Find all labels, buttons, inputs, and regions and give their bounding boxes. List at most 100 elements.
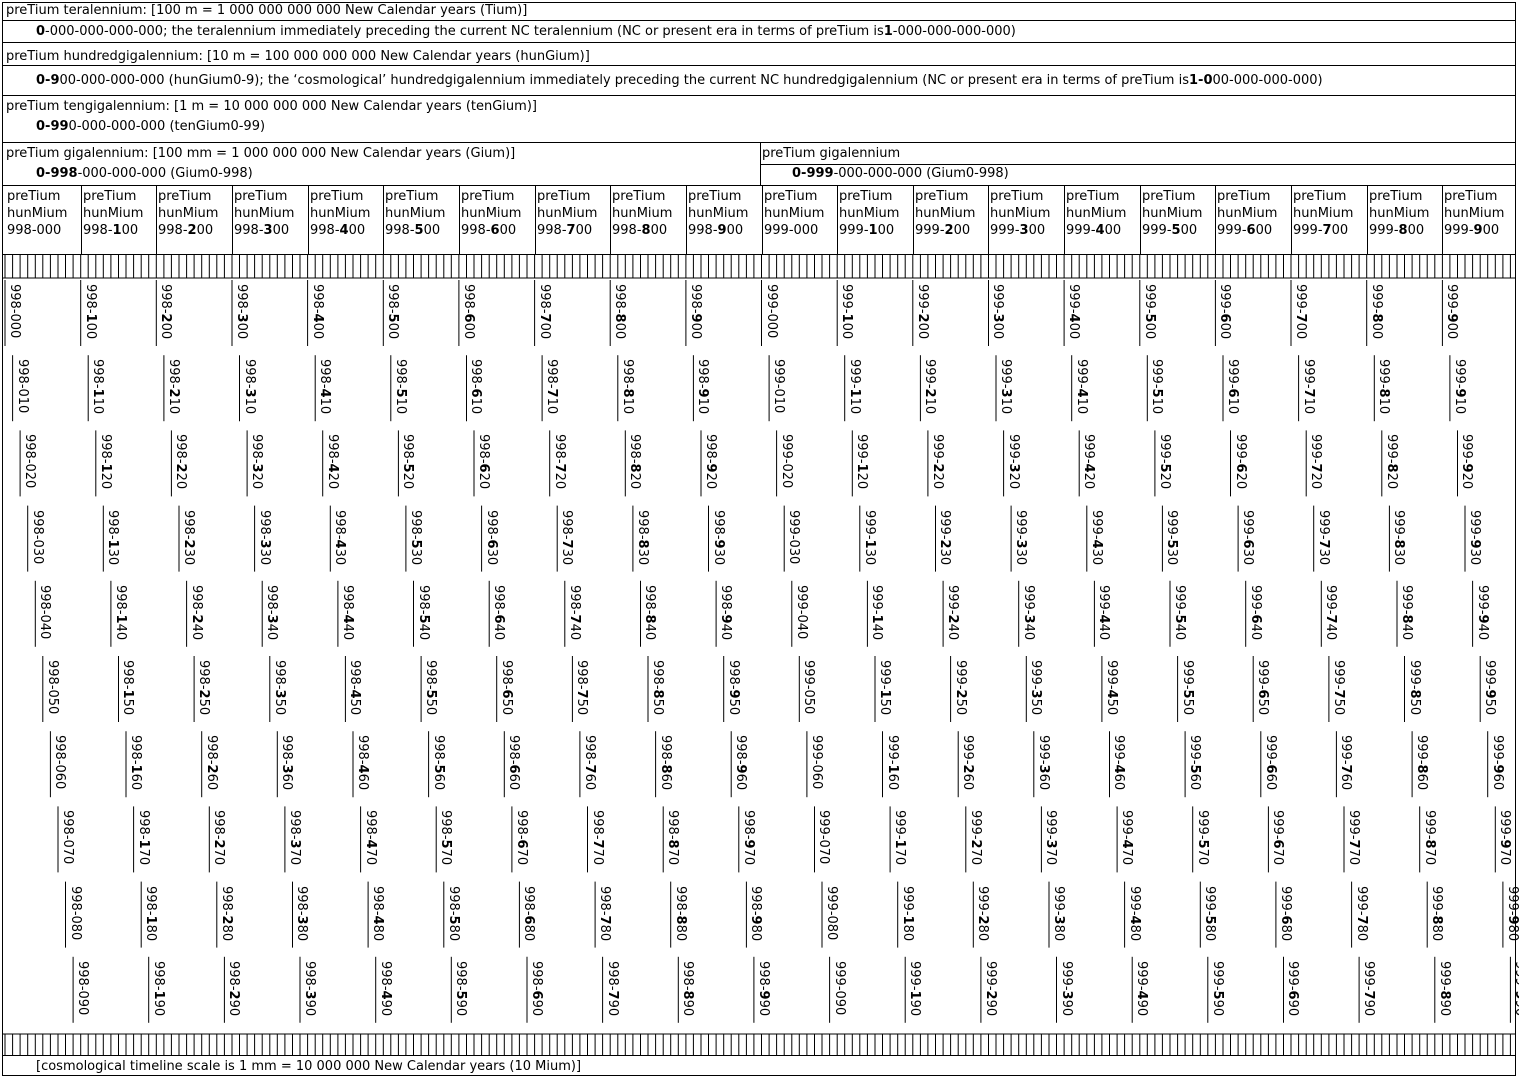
hunmium-line1: preTium <box>1369 189 1423 204</box>
decade-label: 999-460 <box>1111 735 1127 791</box>
gigalennium-right-line: 0-999-000-000-000 (Gium0-998) <box>792 165 1009 183</box>
decade-label: 999-820 <box>1383 434 1399 490</box>
hunmium-code: 998-700 <box>537 223 593 238</box>
gigalennium-divider <box>760 142 761 185</box>
decade-label: 998-080 <box>67 885 83 940</box>
decade-label: 998-510 <box>392 359 408 415</box>
decade-label: 998-460 <box>354 735 370 791</box>
decade-label: 999-540 <box>1172 584 1187 640</box>
decade-label: 999-970 <box>1497 810 1513 866</box>
decade-label: 999-530 <box>1164 509 1180 565</box>
decade-label: 999-680 <box>1277 885 1293 941</box>
decade-label: 998-820 <box>627 434 643 490</box>
hunmium-line2: hunMium <box>461 206 522 221</box>
decade-label: 998-900 <box>687 284 703 340</box>
decade-label: 999-660 <box>1262 735 1278 791</box>
decade-label: 999-290 <box>982 960 998 1016</box>
divider <box>2 185 1516 186</box>
decade-label: 998-040 <box>37 584 53 640</box>
decade-label: 998-290 <box>226 960 242 1016</box>
column-divider <box>1367 186 1368 254</box>
column-divider <box>535 186 536 254</box>
decade-label: 998-570 <box>438 810 454 866</box>
decade-label: 998-270 <box>211 810 227 866</box>
decade-label: 998-500 <box>385 284 401 340</box>
decade-label: 998-700 <box>536 284 552 340</box>
decade-label: 998-390 <box>302 960 318 1016</box>
decade-label: 998-200 <box>158 284 174 340</box>
decade-label: 999-520 <box>1156 434 1172 490</box>
decade-label: 999-260 <box>960 735 976 791</box>
hunmium-line1: preTium <box>385 189 439 204</box>
column-divider <box>1064 186 1065 254</box>
decade-label: 999-920 <box>1459 434 1475 490</box>
decade-label: 999-640 <box>1247 584 1263 640</box>
column-divider <box>988 186 989 254</box>
hunmium-line2: hunMium <box>1444 206 1505 221</box>
decade-label: 998-370 <box>286 810 302 866</box>
teralennium-line-text: -000-000-000-000; the teralennium immedi… <box>45 24 884 39</box>
hunmium-line2: hunMium <box>1142 206 1203 221</box>
divider <box>2 95 1516 96</box>
decade-label: 998-120 <box>97 434 113 490</box>
decade-label: 998-050 <box>44 660 60 715</box>
hunmium-line1: preTium <box>688 189 742 204</box>
decade-label: 999-080 <box>824 885 840 940</box>
hunmium-code: 999-600 <box>1217 223 1273 238</box>
decade-label: 998-420 <box>324 434 340 490</box>
decade-label: 999-340 <box>1020 584 1036 640</box>
decade-label: 999-650 <box>1255 660 1271 716</box>
hundredgigalennium-line: 0-900-000-000-000 (hunGium0-9); the ‘cos… <box>36 72 1323 90</box>
decade-label: 999-070 <box>816 810 832 865</box>
column-divider <box>232 186 233 254</box>
decade-label: 998-590 <box>453 960 469 1016</box>
hundredgigalennium-line-tail: 00-000-000-000) <box>1212 73 1323 88</box>
decade-label: 998-310 <box>241 359 257 415</box>
decade-label: 999-860 <box>1414 735 1430 791</box>
decade-label: 998-810 <box>619 359 635 415</box>
decade-label: 998-070 <box>59 810 75 865</box>
hundredgigalennium-bold-2: 1-0 <box>1189 73 1213 88</box>
decade-label: 999-060 <box>808 735 824 790</box>
teralennium-line: 0-000-000-000-000; the teralennium immed… <box>36 23 1016 41</box>
decade-label: 999-140 <box>869 584 885 640</box>
decade-label: 999-100 <box>839 284 855 340</box>
decade-label: 998-190 <box>150 960 166 1016</box>
hunmium-line2: hunMium <box>1066 206 1127 221</box>
hunmium-code: 998-100 <box>83 223 139 238</box>
decade-label: 998-090 <box>75 960 91 1016</box>
hunmium-code: 999-900 <box>1444 223 1500 238</box>
hunmium-line2: hunMium <box>1217 206 1278 221</box>
decade-label: 998-330 <box>256 509 272 565</box>
decade-label: 998-140 <box>112 584 128 640</box>
hunmium-cell: preTium hunMium 998-300 <box>234 188 307 239</box>
hunmium-cell: preTium hunMium 998-400 <box>310 188 383 239</box>
decade-label: 998-320 <box>249 434 265 490</box>
decade-label: 998-630 <box>483 509 499 565</box>
divider <box>2 254 1516 255</box>
decade-label: 999-010 <box>771 359 787 414</box>
decade-label: 999-630 <box>1240 509 1256 565</box>
decade-label: 999-470 <box>1119 810 1135 866</box>
decade-label: 999-310 <box>998 359 1013 415</box>
decade-label: 998-730 <box>559 509 575 565</box>
hunmium-line2: hunMium <box>915 206 976 221</box>
decade-label: 999-550 <box>1179 660 1195 716</box>
decade-label: 999-720 <box>1308 434 1324 490</box>
hunmium-cell: preTium hunMium 999-200 <box>915 188 988 239</box>
tengigalennium-line: 0-990-000-000-000 (tenGium0-99) <box>36 118 265 136</box>
column-divider <box>308 186 309 254</box>
decade-label: 999-700 <box>1293 284 1309 340</box>
decade-label: 998-940 <box>718 584 734 640</box>
decade-label: 998-410 <box>317 359 333 415</box>
decade-label: 998-210 <box>165 359 181 415</box>
decade-label: 999-830 <box>1391 509 1407 565</box>
decade-label: 998-340 <box>264 584 280 640</box>
decade-label: 998-180 <box>143 885 159 941</box>
decade-label: 999-030 <box>786 509 802 564</box>
decade-label: 998-260 <box>203 735 219 791</box>
decade-label: 998-170 <box>135 810 151 866</box>
decade-label: 999-690 <box>1285 960 1301 1016</box>
